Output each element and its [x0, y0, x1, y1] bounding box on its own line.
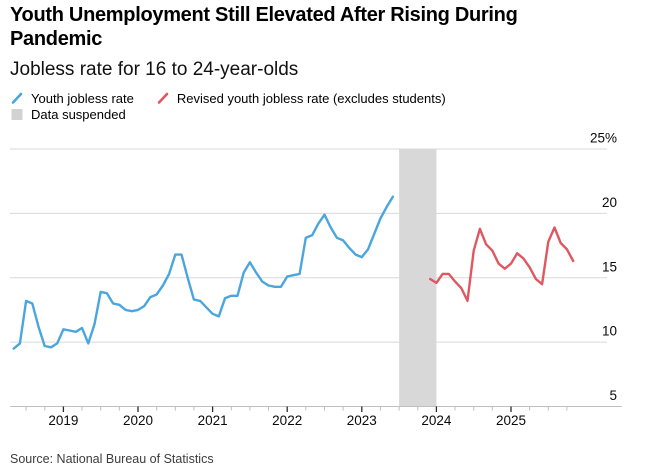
youth-jobless-rate-line: [12, 195, 395, 350]
legend-item-youth-jobless-rate: Youth jobless rate: [10, 91, 134, 106]
revised-youth-jobless-rate-line: [429, 226, 575, 303]
x-axis-label: 2023: [347, 413, 377, 428]
legend-label-youth-jobless-rate: Youth jobless rate: [31, 90, 134, 106]
x-axis-label: 2025: [496, 413, 526, 428]
legend-row: Data suspended: [10, 106, 636, 122]
legend-row: Youth jobless rate Revised youth jobless…: [10, 90, 636, 106]
y-axis-label: 25%: [590, 131, 617, 146]
x-axis-label: 2024: [421, 413, 452, 428]
legend-label-data-suspended: Data suspended: [31, 106, 126, 122]
red-line-swatch-icon: [157, 92, 169, 104]
x-axis-label: 2022: [272, 413, 302, 428]
y-axis-label: 10: [602, 324, 617, 339]
legend-item-revised-youth-jobless-rate: Revised youth jobless rate (excludes stu…: [156, 91, 446, 106]
x-axis-label: 2020: [123, 413, 153, 428]
legend-label-revised-youth-jobless-rate: Revised youth jobless rate (excludes stu…: [176, 90, 446, 106]
source-note: Source: National Bureau of Statistics: [10, 452, 214, 466]
chart-title: Youth Unemployment Still Elevated After …: [10, 4, 518, 50]
gray-box-swatch-icon: [11, 109, 23, 120]
y-axis-label: 15: [602, 259, 617, 274]
unemployment-chart: 25% 20 15 10 5 2019 2020 2021 2022 2023 2024 2025: [10, 131, 622, 428]
x-axis-label: 2021: [198, 413, 228, 428]
blue-line-swatch-icon: [11, 92, 23, 104]
chart-subtitle: Jobless rate for 16 to 24-year-olds: [10, 59, 299, 80]
chart-legend: Youth jobless rate Revised youth jobless…: [10, 90, 636, 122]
legend-item-data-suspended: Data suspended: [10, 107, 126, 122]
x-axis-label: 2019: [48, 413, 78, 428]
y-axis-label: 5: [609, 388, 617, 403]
y-axis-label: 20: [602, 195, 617, 210]
